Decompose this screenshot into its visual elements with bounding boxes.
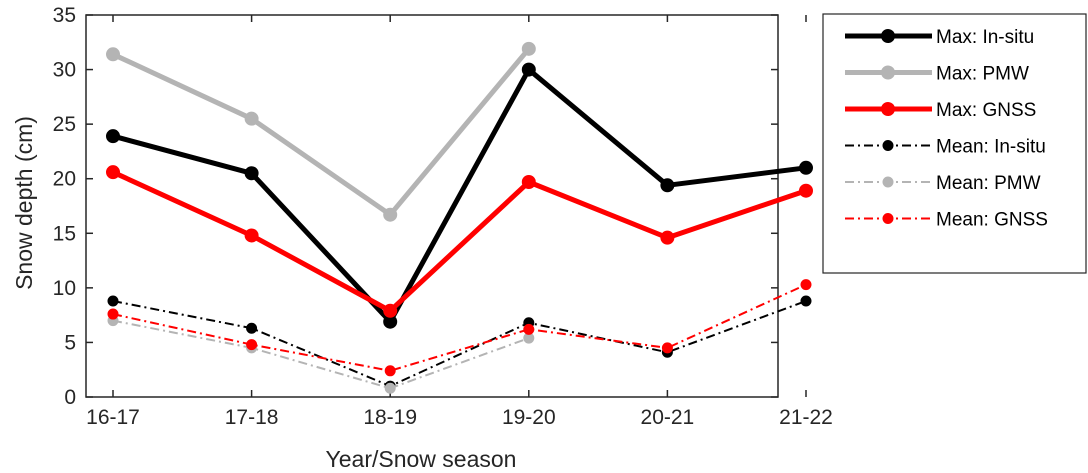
legend: Max: In-situ Max: PMW Max: GNSS Mean: In-si…	[822, 13, 1087, 274]
data-point	[661, 342, 673, 354]
series-max-gnss	[106, 165, 813, 318]
data-point	[106, 47, 120, 62]
legend-marker	[882, 176, 894, 188]
y-tick-label: 0	[64, 386, 76, 409]
legend-label: Max: In-situ	[936, 27, 1034, 48]
y-tick-label: 35	[53, 4, 76, 27]
data-point	[244, 228, 259, 243]
x-tick-label: 18-19	[363, 406, 417, 429]
series-line	[112, 67, 807, 325]
x-tick-label: 20-21	[641, 406, 695, 429]
data-point	[246, 322, 258, 334]
y-tick-label: 10	[53, 277, 76, 300]
data-point	[660, 230, 675, 245]
legend-marker	[882, 213, 894, 224]
axes: 0 5 10 15 20 25 30 35 16-17 17-18 18-19 19-20 20-21 2…	[53, 4, 833, 429]
x-tick-label: 17-18	[225, 406, 279, 429]
series-line	[111, 47, 531, 218]
legend-label: Mean: In-situ	[936, 137, 1046, 158]
data-point	[107, 308, 119, 320]
legend-label: Max: PMW	[936, 64, 1029, 85]
data-point	[384, 365, 396, 377]
x-tick-label: 21-22	[779, 406, 833, 429]
legend-entry: Mean: PMW	[845, 173, 1041, 194]
legend-entry: Max: PMW	[845, 64, 1029, 85]
legend-entry: Max: In-situ	[845, 27, 1034, 48]
legend-marker	[881, 102, 895, 116]
plot-frame	[85, 14, 779, 398]
data-point	[246, 339, 258, 351]
legend-label: Max: GNSS	[936, 100, 1036, 121]
legend-marker	[881, 65, 895, 80]
x-tick-label: 16-17	[86, 406, 140, 429]
data-point	[521, 62, 536, 77]
legend-marker	[881, 29, 895, 43]
legend-entry: Max: GNSS	[845, 100, 1036, 121]
data-point	[660, 178, 675, 193]
legend-box	[822, 13, 1087, 274]
y-tick-label: 15	[53, 222, 76, 245]
data-point	[106, 165, 120, 180]
series-mean-in-situ	[107, 295, 812, 392]
data-point	[244, 111, 259, 126]
x-tick-label: 19-20	[502, 406, 556, 429]
data-point	[384, 382, 396, 394]
data-point	[244, 166, 259, 181]
plot-area	[106, 41, 813, 394]
data-point	[107, 295, 119, 307]
y-tick-label: 30	[53, 59, 76, 82]
data-point	[523, 323, 535, 335]
y-tick-label: 5	[64, 331, 76, 354]
data-point	[799, 160, 813, 175]
data-point	[800, 279, 812, 291]
legend-entry: Mean: In-situ	[845, 137, 1046, 158]
legend-label: Mean: PMW	[936, 173, 1041, 194]
data-point	[383, 303, 398, 318]
y-tick-label: 25	[53, 113, 76, 136]
legend-marker	[882, 140, 894, 151]
series-line	[111, 169, 807, 314]
data-point	[383, 207, 398, 222]
data-point	[106, 129, 120, 144]
legend-entry: Mean: GNSS	[845, 210, 1048, 231]
series-max-pmw	[106, 41, 536, 222]
data-point	[800, 295, 812, 307]
series-line	[112, 300, 807, 388]
data-point	[521, 174, 536, 189]
legend-label: Mean: GNSS	[936, 210, 1048, 231]
series-line	[112, 319, 530, 390]
y-tick-label: 20	[53, 168, 76, 191]
y-axis-label: Snow depth (cm)	[11, 116, 37, 290]
series-line	[112, 283, 807, 372]
data-point	[521, 41, 536, 56]
series-mean-gnss	[107, 279, 812, 377]
x-axis-label: Year/Snow season	[326, 446, 517, 472]
data-point	[799, 183, 813, 198]
